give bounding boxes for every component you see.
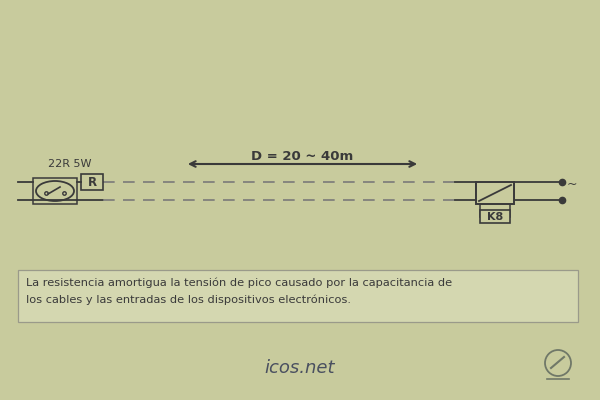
Bar bbox=[480, 210, 510, 223]
Text: ~: ~ bbox=[567, 178, 577, 190]
Bar bbox=[476, 182, 514, 204]
Text: 22R 5W: 22R 5W bbox=[48, 159, 92, 169]
Bar bbox=[81, 174, 103, 190]
Bar bbox=[18, 270, 578, 322]
Text: K8: K8 bbox=[487, 212, 503, 222]
Text: R: R bbox=[88, 176, 97, 189]
Text: La resistencia amortigua la tensión de pico causado por la capacitancia de
los c: La resistencia amortigua la tensión de p… bbox=[26, 278, 452, 304]
Bar bbox=[33, 178, 77, 204]
Text: D = 20 ~ 40m: D = 20 ~ 40m bbox=[251, 150, 353, 163]
Text: icos.net: icos.net bbox=[265, 359, 335, 377]
